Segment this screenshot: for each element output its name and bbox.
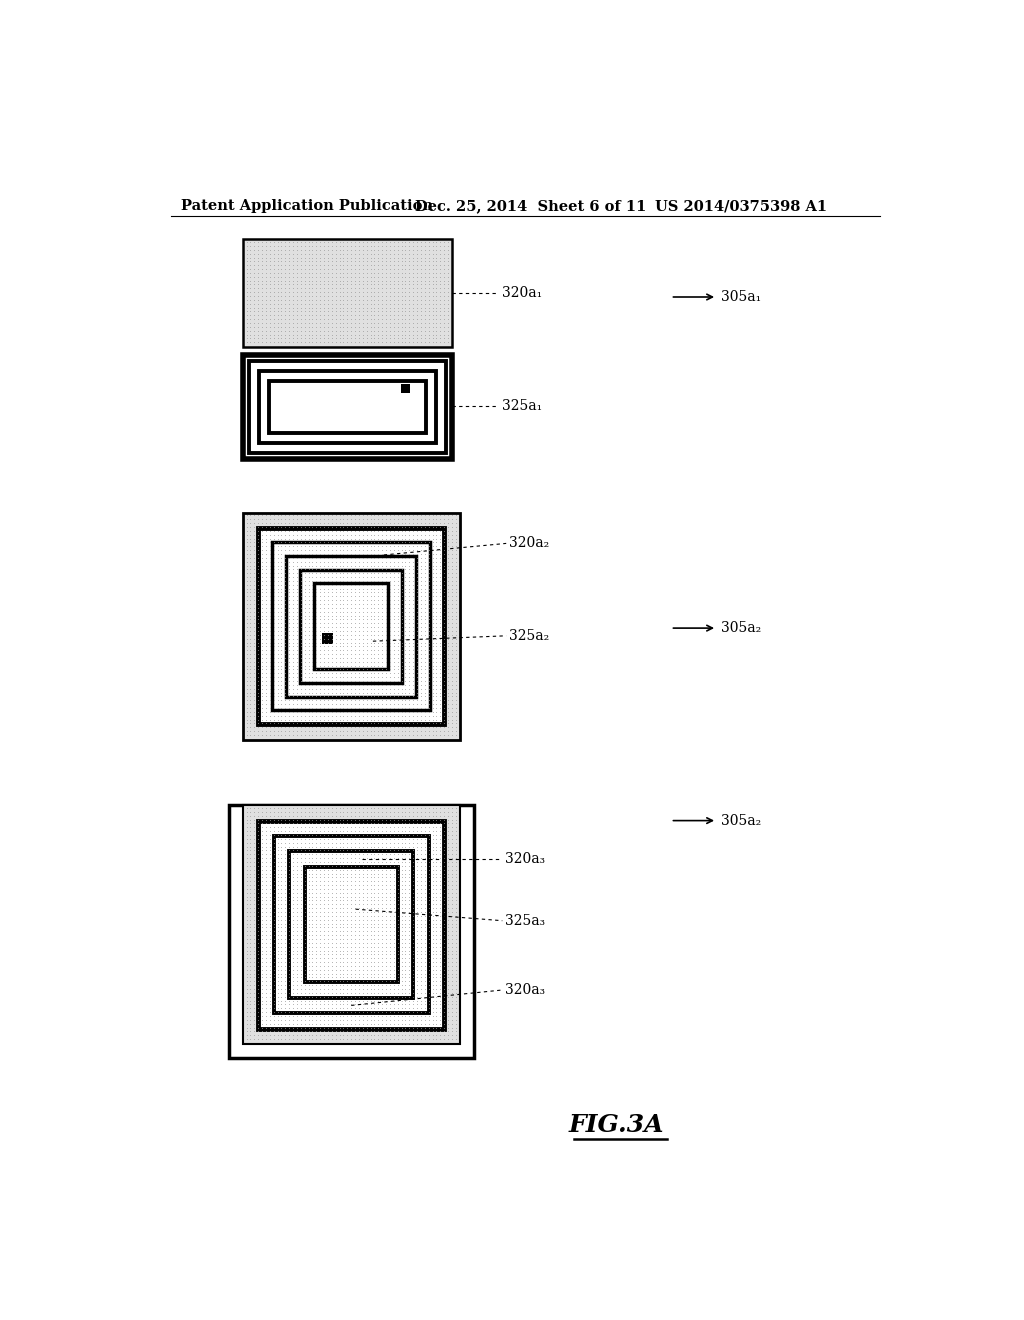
Bar — [289, 851, 414, 998]
Text: 305a₁: 305a₁ — [721, 290, 761, 304]
Bar — [314, 583, 388, 669]
Bar — [322, 634, 333, 644]
Text: 320a₃: 320a₃ — [505, 983, 545, 997]
Bar — [273, 836, 429, 1014]
Text: US 2014/0375398 A1: US 2014/0375398 A1 — [655, 199, 827, 213]
Text: 305a₂: 305a₂ — [721, 813, 761, 828]
Bar — [300, 570, 402, 682]
Bar — [258, 528, 444, 725]
Text: 305a₂: 305a₂ — [721, 622, 761, 635]
Bar — [258, 821, 444, 1028]
Bar — [400, 384, 410, 393]
Bar — [243, 512, 460, 739]
Bar — [243, 239, 452, 347]
Text: FIG.3A: FIG.3A — [568, 1113, 664, 1137]
Text: 325a₁: 325a₁ — [502, 400, 542, 413]
Text: 320a₃: 320a₃ — [505, 853, 545, 866]
Bar — [243, 805, 460, 1044]
Text: 320a₂: 320a₂ — [509, 536, 550, 550]
Bar — [228, 805, 474, 1057]
Bar — [243, 355, 452, 459]
Bar — [286, 556, 417, 697]
Bar — [249, 360, 445, 453]
Bar — [269, 381, 426, 433]
Bar — [272, 541, 430, 710]
Bar — [305, 867, 397, 982]
Text: 320a₁: 320a₁ — [502, 286, 542, 300]
Text: 325a₃: 325a₃ — [505, 913, 545, 928]
Text: 325a₂: 325a₂ — [509, 628, 550, 643]
Text: Dec. 25, 2014  Sheet 6 of 11: Dec. 25, 2014 Sheet 6 of 11 — [415, 199, 646, 213]
Text: Patent Application Publication: Patent Application Publication — [180, 199, 433, 213]
Bar — [259, 371, 435, 442]
